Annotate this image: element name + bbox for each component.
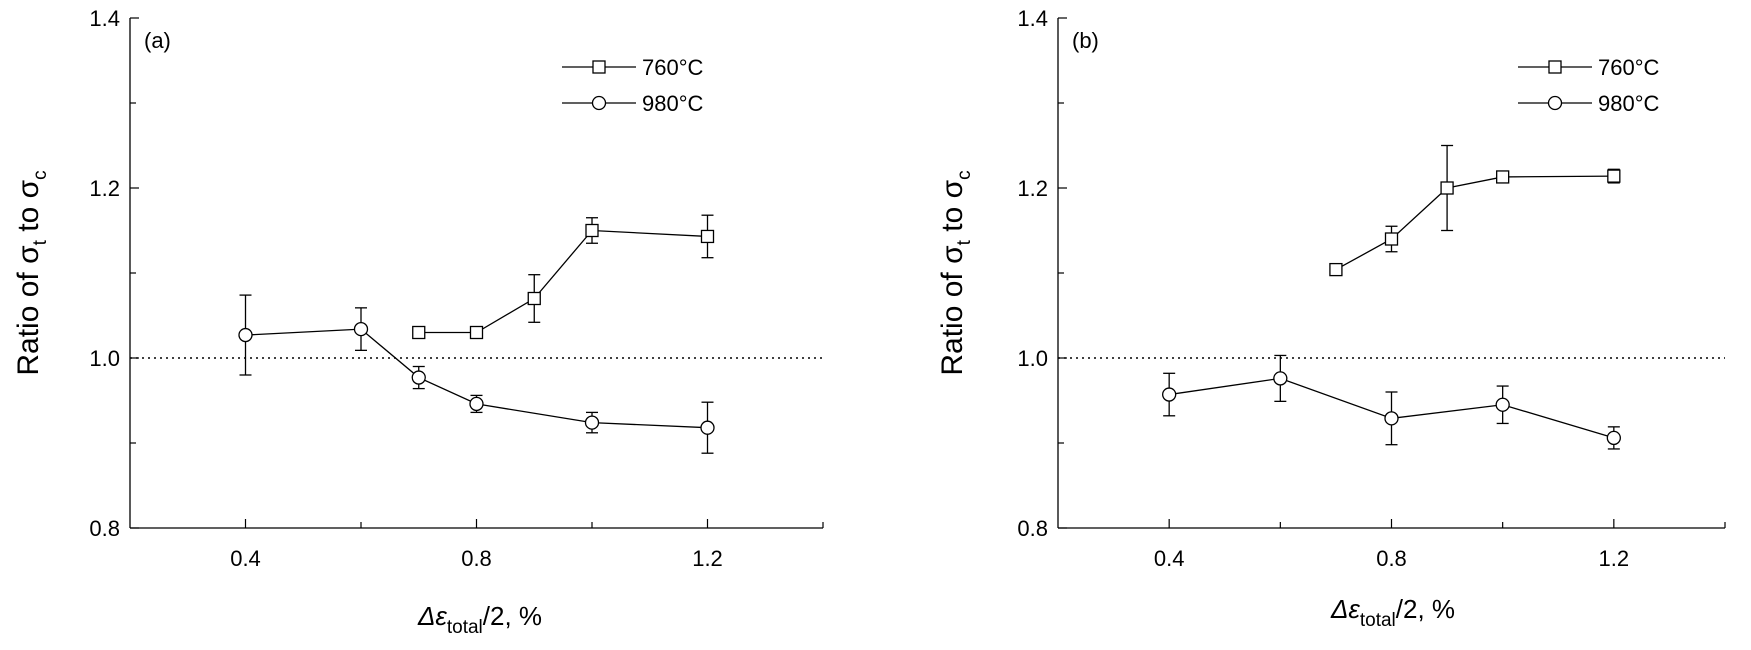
panel-label: (b) — [1072, 28, 1099, 53]
series-line — [245, 328, 708, 429]
data-point — [238, 327, 253, 343]
chart-panel-b: 0.8 1.0 1.2 1.4 0.4 0.8 1.2 (b) 760°C 980°C Ratio … — [936, 6, 1726, 631]
data-point — [700, 420, 715, 435]
data-point — [1384, 411, 1399, 426]
x-tick-label: 0.4 — [1154, 546, 1185, 571]
y-tick-label: 1.0 — [1017, 346, 1048, 371]
y-axis-label: Ratio of σt to σc — [12, 170, 51, 375]
data-point — [1440, 181, 1454, 195]
x-axis-label: Δεtotal/2, % — [417, 601, 542, 638]
data-point — [1495, 397, 1510, 412]
legend-marker — [591, 95, 607, 111]
data-point — [469, 325, 484, 340]
data-point — [1329, 262, 1343, 277]
y-axis-label: Ratio of σt to σc — [936, 170, 975, 375]
series-760 — [1329, 144, 1621, 277]
x-tick-label: 0.8 — [461, 546, 492, 571]
series-760 — [412, 214, 715, 340]
x-tick-label: 1.2 — [1599, 546, 1630, 571]
legend-entry: 760°C — [562, 55, 704, 80]
data-point — [1606, 430, 1621, 446]
legend-label: 980°C — [642, 91, 704, 116]
data-point — [412, 325, 426, 340]
data-point — [700, 229, 715, 244]
series-980 — [238, 294, 715, 454]
y-tick-label: 1.2 — [89, 176, 120, 201]
chart-panel-a: 0.8 1.0 1.2 1.4 0.4 0.8 1.2 (a) 760°C 980°C Ratio … — [12, 6, 824, 638]
y-tick-label: 1.4 — [89, 6, 120, 31]
y-tick-label: 1.4 — [1017, 6, 1048, 31]
data-point — [1162, 387, 1177, 402]
data-point — [469, 396, 484, 412]
x-tick-label: 1.2 — [692, 546, 723, 571]
panel-label: (a) — [144, 28, 171, 53]
series-line — [418, 229, 708, 334]
legend-marker — [1547, 95, 1563, 111]
legend-label: 760°C — [1598, 55, 1660, 80]
y-tick-label: 1.0 — [89, 346, 120, 371]
y-tick-label: 0.8 — [1017, 516, 1048, 541]
data-point — [1496, 170, 1510, 184]
x-tick-label: 0.4 — [230, 546, 261, 571]
legend-entry: 980°C — [1518, 91, 1660, 116]
data-point — [1384, 232, 1399, 246]
x-axis-label: Δεtotal/2, % — [1330, 594, 1455, 631]
y-tick-label: 1.2 — [1017, 176, 1048, 201]
legend-label: 760°C — [642, 55, 704, 80]
series-980 — [1162, 354, 1621, 450]
legend-marker — [1548, 60, 1562, 74]
data-point — [353, 321, 369, 337]
data-point — [1607, 169, 1621, 183]
data-point — [1273, 371, 1288, 386]
data-point — [584, 415, 600, 430]
series-line — [1335, 175, 1614, 271]
data-point — [527, 291, 541, 306]
data-point — [411, 370, 426, 385]
legend-entry: 980°C — [562, 91, 704, 116]
y-tick-label: 0.8 — [89, 516, 120, 541]
x-tick-label: 0.8 — [1376, 546, 1407, 571]
legend-marker — [592, 60, 606, 74]
legend-label: 980°C — [1598, 91, 1660, 116]
legend-entry: 760°C — [1518, 55, 1660, 80]
data-point — [585, 223, 599, 238]
